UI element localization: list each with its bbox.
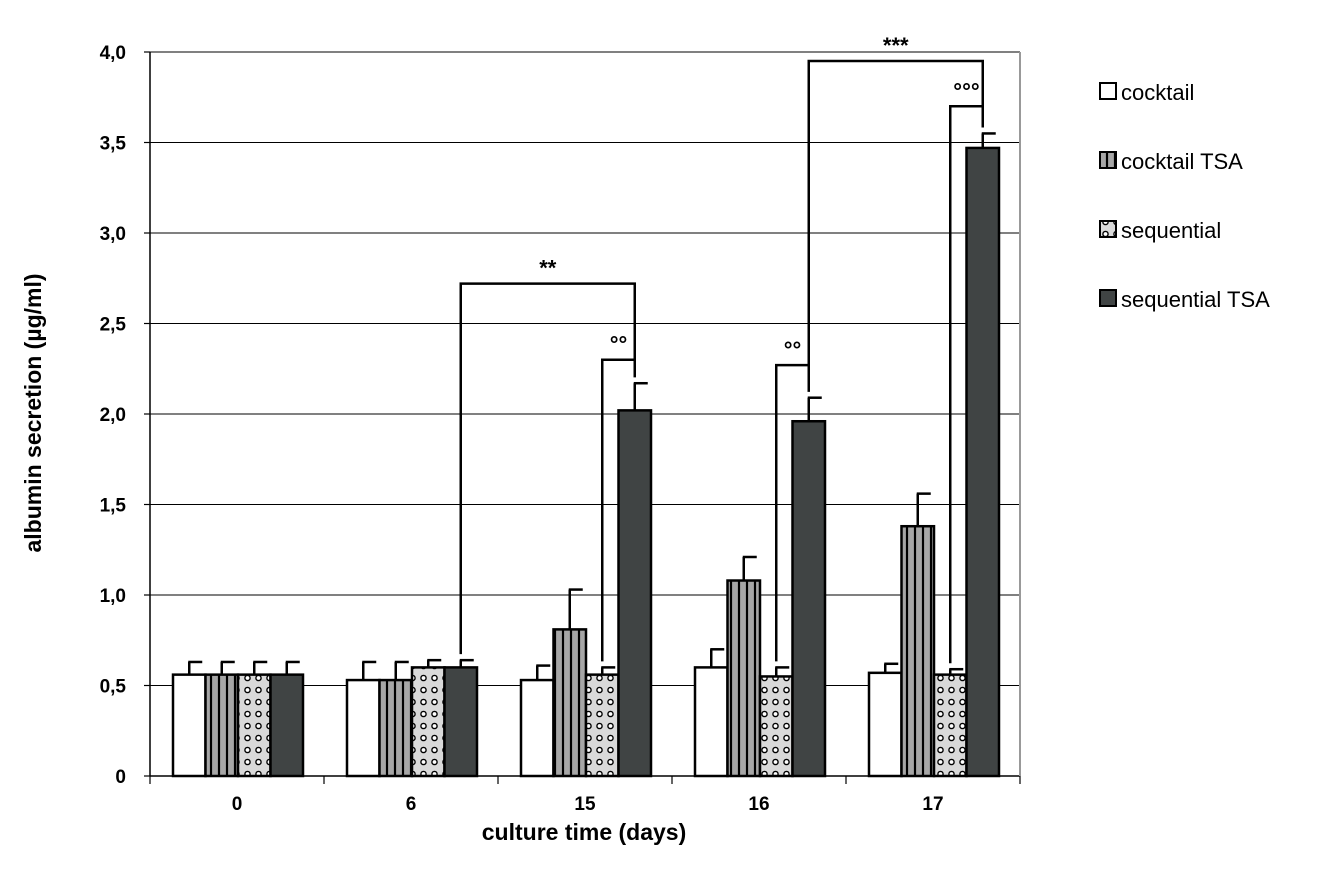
y-axis-title: albumin secretion (µg/ml) xyxy=(20,273,46,552)
bar xyxy=(900,524,936,778)
bar xyxy=(965,146,1001,778)
bar xyxy=(236,673,272,778)
x-tick-label: 0 xyxy=(232,794,243,815)
legend: cocktail cocktail TSA sequential sequential… xyxy=(1099,80,1270,312)
gridlines xyxy=(150,51,1020,686)
bar xyxy=(758,675,794,778)
bar xyxy=(584,673,620,778)
y-tick-label: 3,5 xyxy=(100,134,127,155)
x-tick-label: 6 xyxy=(406,794,417,815)
y-tick-label: 1,5 xyxy=(100,496,127,517)
bar xyxy=(552,628,588,778)
bar xyxy=(443,666,479,778)
significance-bracket xyxy=(459,282,636,655)
y-tick-label: 3,0 xyxy=(100,224,126,245)
x-tick-label: 17 xyxy=(922,794,943,815)
significance-bracket xyxy=(949,105,984,664)
legend-label: sequential xyxy=(1121,218,1221,243)
legend-label: cocktail xyxy=(1121,80,1194,105)
significance-label: *** xyxy=(883,33,909,58)
legend-swatch xyxy=(1099,289,1117,307)
bar xyxy=(693,666,729,778)
bar xyxy=(204,673,240,778)
significance-annotations: ** °° °° *** °°° xyxy=(459,33,984,664)
significance-label: °° xyxy=(784,337,802,362)
legend-swatch xyxy=(1099,82,1117,100)
y-tick-label: 1,0 xyxy=(100,586,126,607)
y-tick-label: 2,0 xyxy=(100,405,126,426)
y-tick-label: 2,5 xyxy=(100,315,127,336)
y-tick-label: 4,0 xyxy=(100,43,126,64)
bar xyxy=(867,671,903,778)
x-tick-label: 15 xyxy=(574,794,596,815)
significance-label: ** xyxy=(539,256,557,281)
bar xyxy=(378,678,414,778)
legend-label: sequential TSA xyxy=(1121,287,1270,312)
x-axis-title: culture time (days) xyxy=(482,819,687,845)
significance-bracket xyxy=(807,59,984,392)
bar xyxy=(726,579,762,778)
bar xyxy=(345,678,381,778)
bar xyxy=(269,673,305,778)
significance-label: °°° xyxy=(953,78,979,103)
bar xyxy=(519,678,555,778)
significance-bracket xyxy=(601,358,636,662)
legend-swatch xyxy=(1099,151,1117,169)
legend-label: cocktail TSA xyxy=(1121,149,1243,174)
bar xyxy=(410,666,446,778)
bar xyxy=(171,673,207,778)
x-tick-label: 16 xyxy=(748,794,769,815)
legend-swatch xyxy=(1099,220,1117,238)
significance-label: °° xyxy=(610,332,628,357)
bar xyxy=(932,673,968,778)
y-tick-label: 0 xyxy=(115,767,126,788)
bar xyxy=(617,409,653,778)
bar xyxy=(791,419,827,778)
bars xyxy=(171,132,1001,778)
y-tick-label: 0,5 xyxy=(100,677,127,698)
